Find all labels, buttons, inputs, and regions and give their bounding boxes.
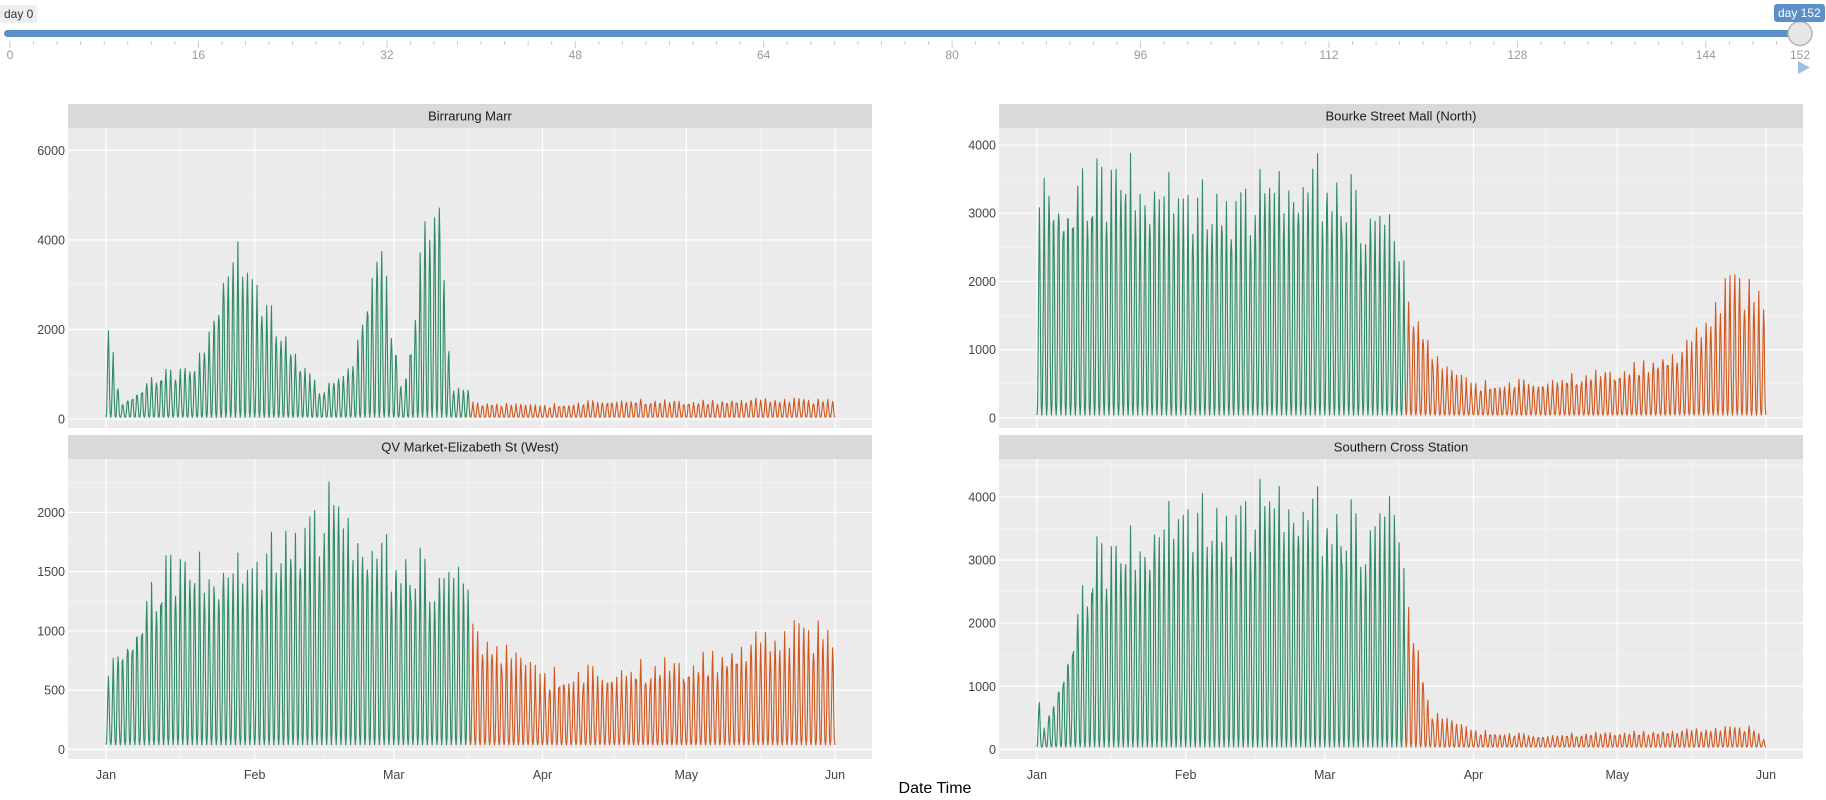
slider-tick-label: 144 bbox=[1696, 48, 1716, 62]
facet-title: Bourke Street Mall (North) bbox=[1326, 109, 1477, 124]
x-tick-label: May bbox=[675, 768, 699, 782]
y-tick-label: 3000 bbox=[968, 207, 996, 221]
facet-strip bbox=[68, 435, 872, 459]
y-tick-label: 3000 bbox=[968, 554, 996, 568]
y-tick-label: 0 bbox=[58, 743, 65, 757]
y-tick-label: 0 bbox=[58, 413, 65, 427]
x-tick-label: May bbox=[1606, 768, 1630, 782]
slider-tick-label: 48 bbox=[569, 48, 583, 62]
plot-background bbox=[68, 128, 872, 428]
facet-panel: Southern Cross Station 0 1000 2000 3000 4000 J… bbox=[968, 435, 1803, 782]
y-tick-label: 2000 bbox=[37, 506, 65, 520]
y-tick-label: 1000 bbox=[37, 624, 65, 638]
x-tick-label: Jan bbox=[96, 768, 116, 782]
x-tick-label: Apr bbox=[1464, 768, 1483, 782]
day-slider[interactable]: 0 16 32 48 64 80 96 112 128 144 152 day 0 day 152 bbox=[0, 0, 1826, 80]
slider-min-label: day 0 bbox=[0, 5, 38, 23]
y-tick-label: 1000 bbox=[968, 343, 996, 357]
y-tick-label: 2000 bbox=[37, 323, 65, 337]
series-line-after bbox=[469, 620, 836, 746]
series-line-before bbox=[1036, 478, 1407, 748]
y-tick-label: 6000 bbox=[37, 144, 65, 158]
slider-tick-label: 152 bbox=[1790, 48, 1810, 62]
y-tick-label: 500 bbox=[44, 684, 65, 698]
y-tick-label: 4000 bbox=[968, 139, 996, 153]
slider-tick-label: 0 bbox=[7, 48, 14, 62]
slider-tick-label: 80 bbox=[945, 48, 959, 62]
series-line-after bbox=[1405, 606, 1767, 748]
slider-track-svg[interactable]: 0 16 32 48 64 80 96 112 128 144 152 bbox=[0, 0, 1826, 80]
series-line-after bbox=[1405, 274, 1767, 416]
facet-panel: Birrarung Marr 0 2000 4000 6000 bbox=[37, 104, 872, 428]
y-tick-label: 0 bbox=[989, 743, 996, 757]
slider-tick-label: 16 bbox=[192, 48, 206, 62]
series-line-after bbox=[470, 397, 836, 418]
x-axis-title: Date Time bbox=[898, 780, 972, 797]
facet-strip bbox=[999, 435, 1803, 459]
y-tick-label: 2000 bbox=[968, 275, 996, 289]
x-tick-label: Jun bbox=[1756, 768, 1776, 782]
slider-tick-label: 96 bbox=[1134, 48, 1148, 62]
x-tick-label: Feb bbox=[244, 768, 266, 782]
series-line-before bbox=[1036, 152, 1407, 416]
y-tick-label: 0 bbox=[989, 411, 996, 425]
facet-panel: Bourke Street Mall (North) 0 1000 2000 3000 4… bbox=[968, 104, 1803, 428]
slider-tick-label: 112 bbox=[1319, 48, 1338, 62]
x-tick-label: Mar bbox=[1314, 768, 1336, 782]
facet-strip bbox=[68, 104, 872, 128]
x-tick-label: Feb bbox=[1175, 768, 1197, 782]
slider-tick-label: 32 bbox=[380, 48, 394, 62]
y-tick-label: 2000 bbox=[968, 617, 996, 631]
y-tick-label: 4000 bbox=[968, 490, 996, 504]
slider-tick-label: 64 bbox=[757, 48, 771, 62]
slider-current-label: day 152 bbox=[1774, 4, 1825, 22]
facet-panel: QV Market-Elizabeth St (West) 0 500 1000 150… bbox=[37, 435, 872, 782]
play-icon[interactable] bbox=[1798, 61, 1810, 74]
y-tick-label: 4000 bbox=[37, 233, 65, 247]
facet-title: QV Market-Elizabeth St (West) bbox=[381, 440, 558, 455]
slider-tick-label: 128 bbox=[1507, 48, 1527, 62]
x-tick-label: Jan bbox=[1027, 768, 1047, 782]
facet-strip bbox=[999, 104, 1803, 128]
facet-title: Birrarung Marr bbox=[428, 109, 512, 124]
y-tick-label: 1500 bbox=[37, 565, 65, 579]
series-line-before bbox=[105, 481, 472, 746]
y-tick-label: 1000 bbox=[968, 680, 996, 694]
x-tick-label: Mar bbox=[383, 768, 405, 782]
slider-track bbox=[4, 30, 1804, 37]
series-line-before bbox=[105, 207, 471, 418]
facet-title: Southern Cross Station bbox=[1334, 440, 1468, 455]
x-tick-label: Jun bbox=[825, 768, 845, 782]
x-tick-label: Apr bbox=[533, 768, 552, 782]
